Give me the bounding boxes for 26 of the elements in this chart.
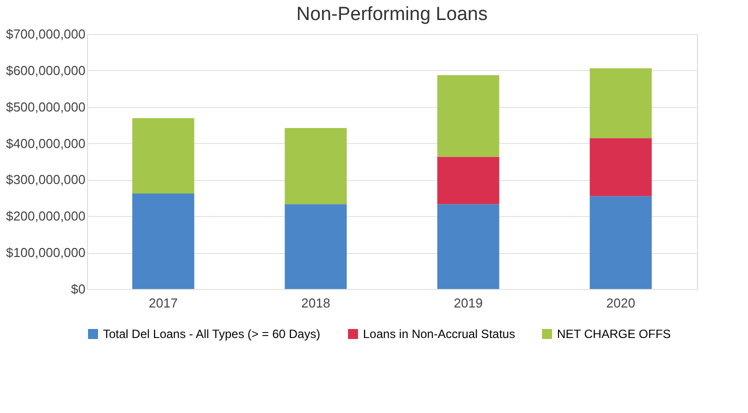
- x-tick-label: 2017: [148, 296, 178, 310]
- y-tick-label: $700,000,000: [6, 26, 86, 42]
- y-tick-label: $200,000,000: [6, 208, 86, 224]
- x-tick-label: 2018: [301, 296, 330, 310]
- legend-label: NET CHARGE OFFS: [557, 327, 671, 341]
- legend-label: Total Del Loans - All Types (> = 60 Days): [103, 327, 320, 341]
- bar: [132, 118, 194, 194]
- bar: [590, 196, 652, 289]
- y-tick-label: $100,000,000: [6, 245, 86, 260]
- bar: [590, 68, 652, 138]
- x-tick-label: 2020: [606, 296, 636, 310]
- y-tick-label: $600,000,000: [6, 62, 86, 78]
- bar: [437, 204, 500, 289]
- chart-title: Non-Performing Loans: [296, 4, 488, 25]
- bar: [132, 194, 194, 289]
- y-tick-label: $0: [71, 282, 86, 296]
- x-tick-label: 2019: [454, 296, 483, 310]
- legend-label: Loans in Non-Accrual Status: [363, 327, 516, 341]
- bar: [437, 75, 500, 157]
- bar: [284, 204, 347, 289]
- y-tick-label: $500,000,000: [6, 99, 86, 114]
- bar: [437, 156, 500, 204]
- y-tick-label: $300,000,000: [6, 172, 86, 188]
- y-tick-label: $400,000,000: [6, 136, 86, 151]
- bar: [590, 138, 652, 196]
- bar: [284, 128, 347, 204]
